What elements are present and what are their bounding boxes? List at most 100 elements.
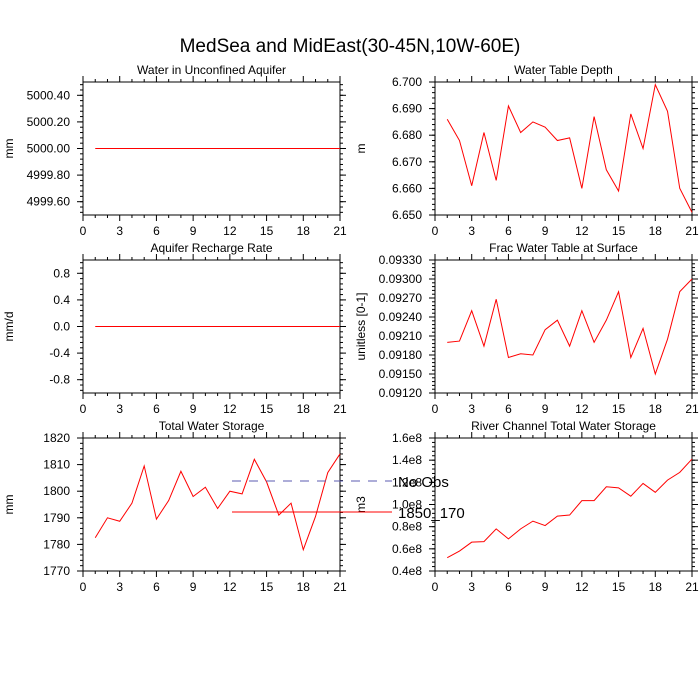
- panel-title: Water in Unconfined Aquifer: [137, 63, 286, 77]
- x-tick-label: 3: [468, 224, 475, 238]
- y-tick-label: 0.09330: [379, 253, 423, 267]
- x-tick-label: 0: [80, 224, 87, 238]
- y-tick-label: 0.8: [53, 266, 70, 280]
- plot-frame: [434, 259, 693, 394]
- x-tick-label: 9: [542, 580, 549, 594]
- panel-river-channel-total-water-storage: River Channel Total Water Storage m3 0 3 6 9 1…: [354, 419, 699, 594]
- y-tick-label: 0.09150: [379, 367, 423, 381]
- x-tick-label: 18: [297, 580, 311, 594]
- y-tick-label: 0.4: [53, 293, 70, 307]
- y-tick-label: 0.8e8: [392, 520, 422, 534]
- x-tick-label: 6: [505, 402, 512, 416]
- panel-water-table-depth: Water Table Depth m 0 3 6 9 12 15 18 21 6.650 6.660…: [354, 63, 699, 238]
- y-tick-label: 0.4e8: [392, 564, 422, 578]
- x-tick-label: 21: [685, 402, 699, 416]
- x-tick-label: 0: [80, 580, 87, 594]
- y-tick-label: 6.690: [392, 102, 422, 116]
- y-tick-label: 6.670: [392, 155, 422, 169]
- x-tick-label: 6: [153, 224, 160, 238]
- x-tick-label: 21: [333, 224, 347, 238]
- x-tick-label: 12: [223, 402, 237, 416]
- y-tick-label: 6.680: [392, 128, 422, 142]
- plot-frame: [434, 437, 693, 572]
- y-tick-label: 5000.40: [27, 88, 71, 102]
- y-tick-label: 0.0: [53, 320, 70, 334]
- y-axis-label: mm: [2, 139, 16, 159]
- x-tick-label: 12: [575, 224, 589, 238]
- x-tick-label: 18: [649, 580, 663, 594]
- panel-title: Aquifer Recharge Rate: [150, 241, 272, 255]
- x-tick-label: 0: [432, 402, 439, 416]
- y-tick-label: -0.4: [49, 346, 70, 360]
- x-tick-label: 15: [612, 224, 626, 238]
- x-tick-label: 9: [190, 224, 197, 238]
- x-tick-label: 12: [575, 580, 589, 594]
- x-tick-label: 12: [223, 580, 237, 594]
- y-tick-label: 1.4e8: [392, 453, 422, 467]
- y-tick-label: 1810: [43, 458, 70, 472]
- y-tick-label: 1.6e8: [392, 431, 422, 445]
- y-axis-label: unitless [0-1]: [354, 292, 368, 360]
- x-tick-label: 6: [505, 224, 512, 238]
- y-tick-label: 0.6e8: [392, 542, 422, 556]
- x-tick-label: 0: [432, 224, 439, 238]
- x-tick-label: 18: [297, 402, 311, 416]
- x-tick-label: 18: [649, 224, 663, 238]
- y-tick-label: 0.09210: [379, 329, 423, 343]
- x-tick-label: 12: [575, 402, 589, 416]
- y-tick-label: 0.09300: [379, 272, 423, 286]
- x-tick-label: 3: [468, 580, 475, 594]
- x-tick-label: 15: [260, 580, 274, 594]
- y-axis-label: mm/d: [2, 312, 16, 342]
- plot-frame: [82, 437, 341, 572]
- x-tick-label: 12: [223, 224, 237, 238]
- x-tick-label: 6: [153, 580, 160, 594]
- x-tick-label: 9: [542, 224, 549, 238]
- x-tick-label: 6: [153, 402, 160, 416]
- x-tick-label: 3: [116, 580, 123, 594]
- y-tick-label: 0.09180: [379, 348, 423, 362]
- x-tick-label: 0: [432, 580, 439, 594]
- panel-title: River Channel Total Water Storage: [471, 419, 656, 433]
- x-tick-label: 9: [190, 580, 197, 594]
- y-tick-label: 0.09240: [379, 310, 423, 324]
- x-tick-label: 21: [685, 224, 699, 238]
- x-tick-label: 6: [505, 580, 512, 594]
- panel-title: Frac Water Table at Surface: [489, 241, 638, 255]
- panel-title: Total Water Storage: [159, 419, 265, 433]
- x-tick-label: 18: [649, 402, 663, 416]
- y-tick-label: 1.2e8: [392, 475, 422, 489]
- x-tick-label: 15: [260, 402, 274, 416]
- panel-aquifer-recharge-rate: Aquifer Recharge Rate mm/d 0 3 6 9 12 15 18 21 -0.…: [2, 241, 347, 416]
- y-axis-label: m3: [354, 496, 368, 513]
- y-tick-label: 1820: [43, 431, 70, 445]
- series-line: [446, 83, 693, 213]
- x-tick-label: 15: [612, 402, 626, 416]
- series-line: [94, 453, 341, 552]
- figure-title: MedSea and MidEast(30-45N,10W-60E): [180, 36, 521, 57]
- x-tick-label: 15: [260, 224, 274, 238]
- panel-frac-water-table-at-surface: Frac Water Table at Surface unitless [0-1…: [354, 241, 699, 416]
- x-tick-label: 9: [542, 402, 549, 416]
- x-tick-label: 18: [297, 224, 311, 238]
- x-tick-label: 21: [333, 402, 347, 416]
- x-tick-label: 3: [116, 402, 123, 416]
- x-tick-label: 15: [612, 580, 626, 594]
- y-tick-label: 5000.00: [27, 142, 71, 156]
- y-axis-label: mm: [2, 495, 16, 515]
- panel-water-in-unconfined-aquifer: Water in Unconfined Aquifer mm 0 3 6 9 12 15 18 2…: [2, 63, 347, 238]
- x-tick-label: 3: [468, 402, 475, 416]
- plot-frame: [434, 81, 693, 216]
- legend-label-1850-170: 1850_170: [398, 505, 465, 522]
- y-tick-label: 1790: [43, 511, 70, 525]
- legend: No Obs 1850_170: [232, 474, 465, 522]
- y-tick-label: 1800: [43, 484, 70, 498]
- y-tick-label: 1780: [43, 537, 70, 551]
- panel-total-water-storage: Total Water Storage mm 0 3 6 9 12 15 18 21 1770 178…: [2, 419, 347, 594]
- x-tick-label: 0: [80, 402, 87, 416]
- y-tick-label: 4999.60: [27, 195, 71, 209]
- y-tick-label: -0.8: [49, 373, 70, 387]
